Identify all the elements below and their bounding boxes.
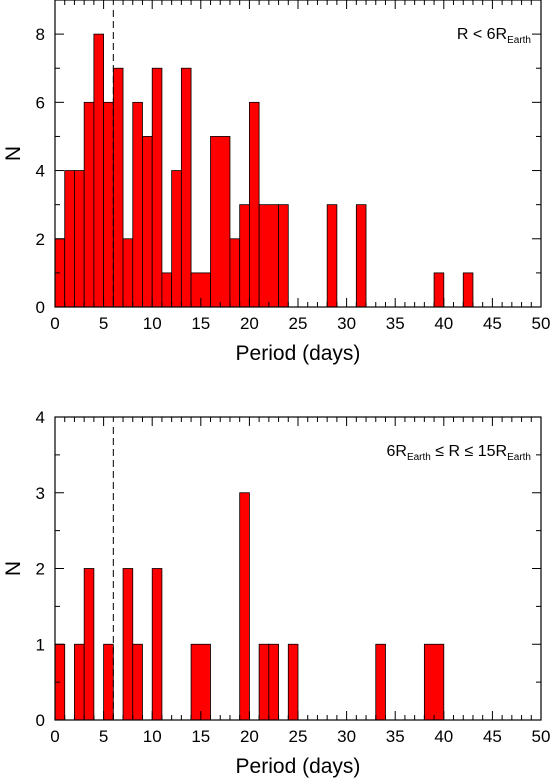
x-tick-label: 5 [99, 727, 108, 746]
x-tick-label: 45 [483, 727, 502, 746]
y-tick-label: 8 [36, 25, 45, 44]
x-tick-label: 10 [143, 727, 162, 746]
y-axis-title: N [2, 146, 25, 161]
x-tick-label: 20 [240, 314, 259, 333]
x-axis-title: Period (days) [236, 342, 361, 365]
histogram-bar [326, 204, 338, 308]
histogram-bar [190, 643, 211, 721]
histogram-bar [122, 238, 134, 308]
histogram-bar [93, 33, 104, 308]
histogram-bar [268, 643, 279, 721]
x-tick-label: 35 [386, 727, 405, 746]
x-tick-label: 35 [386, 314, 405, 333]
x-tick-label: 40 [434, 727, 453, 746]
histogram-bar [151, 67, 163, 308]
histogram-bar [258, 204, 279, 308]
histogram-bar [132, 101, 143, 308]
x-tick-label: 45 [483, 314, 502, 333]
y-tick-label: 4 [36, 408, 45, 427]
y-tick-label: 3 [36, 484, 45, 503]
histogram-bar [180, 67, 192, 308]
x-tick-label: 0 [50, 727, 59, 746]
histogram-bar [103, 643, 114, 721]
y-tick-label: 4 [36, 162, 45, 181]
histogram-bar [161, 272, 173, 308]
y-axis-title: N [2, 561, 25, 576]
histogram-bar [112, 67, 124, 308]
y-tick-label: 0 [36, 298, 45, 317]
x-tick-label: 30 [337, 314, 356, 333]
chart-panel-2: 0 5 10 15 20 25 30 35 40 45 50 0 1 2 3 4 Period (days) N 6… [2, 408, 550, 778]
radius-range-annotation: R < 6REarth [457, 26, 531, 46]
histogram-bar [210, 136, 231, 308]
x-tick-label: 40 [434, 314, 453, 333]
histogram-bar [248, 101, 260, 308]
histogram-bar [83, 101, 95, 308]
y-tick-label: 1 [36, 635, 45, 654]
histogram-bar [171, 170, 182, 308]
y-tick-label: 2 [36, 560, 45, 579]
x-tick-label: 10 [143, 314, 162, 333]
histogram-bar [433, 272, 445, 308]
histogram-bar [74, 643, 85, 721]
y-tick-label: 2 [36, 230, 45, 249]
y-tick-label: 0 [36, 711, 45, 730]
histogram-bar [83, 568, 95, 721]
histogram-bar [103, 101, 114, 308]
histogram-bar [229, 238, 241, 308]
x-tick-label: 5 [99, 314, 108, 333]
histogram-bar [355, 204, 367, 308]
x-tick-label: 0 [50, 314, 59, 333]
histogram-bar [74, 170, 85, 308]
x-tick-label: 15 [191, 727, 210, 746]
histogram-bar [151, 568, 163, 721]
radius-range-annotation: 6REarth ≤ R ≤ 15REarth [386, 443, 531, 463]
chart-panel-1: 0 5 10 15 20 25 30 35 40 45 50 0 2 4 6 8 Period (days) N R… [2, 0, 550, 365]
histogram-bar [122, 568, 134, 721]
x-tick-label: 50 [532, 314, 551, 333]
x-tick-label: 30 [337, 727, 356, 746]
y-tick-label: 6 [36, 93, 45, 112]
x-tick-label: 20 [240, 727, 259, 746]
histogram-bar [278, 204, 289, 308]
histogram-bar [375, 643, 386, 721]
histogram-bar [239, 492, 250, 721]
x-axis-title: Period (days) [236, 755, 361, 778]
histogram-bar [462, 272, 474, 308]
histogram-bar [132, 643, 143, 721]
x-tick-label: 50 [532, 727, 551, 746]
histogram-bar [258, 643, 270, 721]
histogram-bar [64, 170, 75, 308]
x-tick-label: 25 [289, 727, 308, 746]
histogram-bar [423, 643, 445, 721]
histogram-bar [287, 643, 299, 721]
x-tick-label: 15 [191, 314, 210, 333]
histogram-bar [142, 136, 153, 308]
histogram-bar [239, 204, 250, 308]
x-tick-label: 25 [289, 314, 308, 333]
